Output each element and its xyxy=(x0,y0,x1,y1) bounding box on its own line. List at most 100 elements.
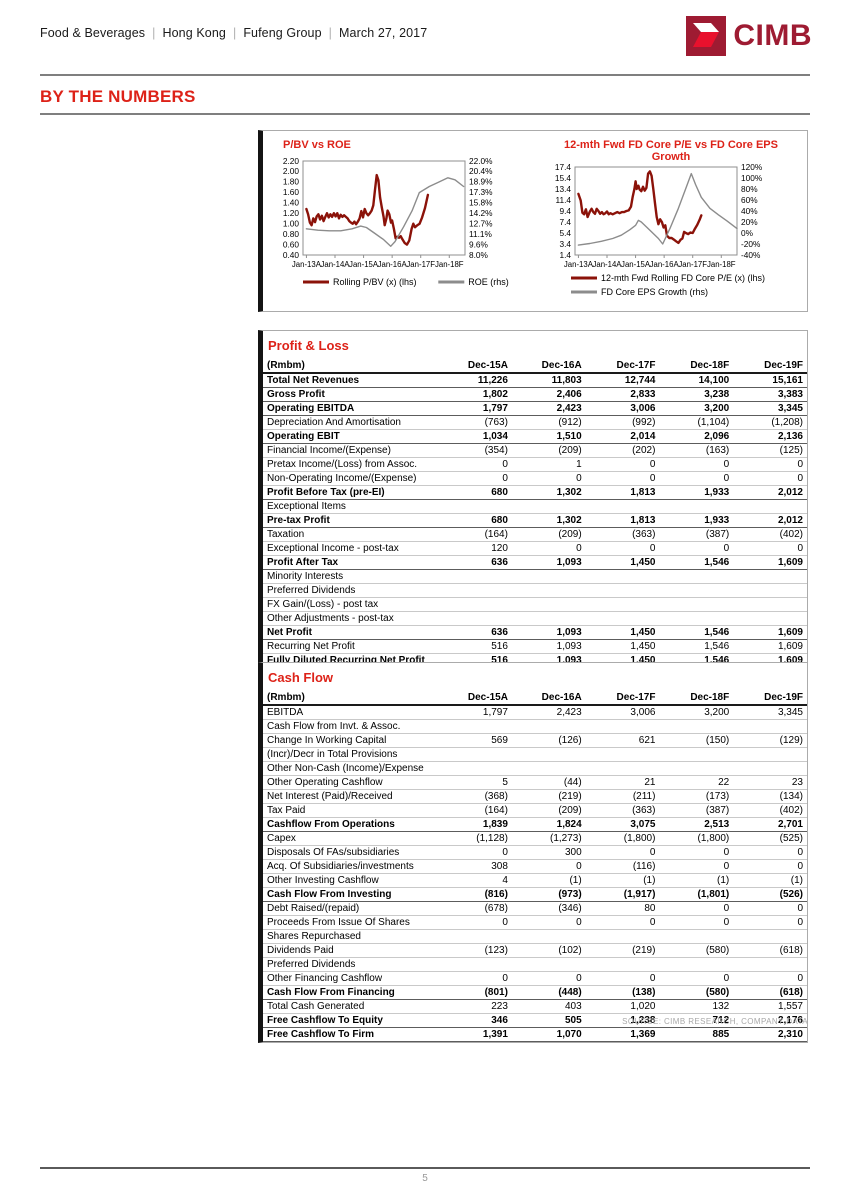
cell-value: 0 xyxy=(511,971,586,986)
cell-value: (387) xyxy=(659,527,734,542)
cell-value xyxy=(585,719,660,734)
cell-value: (1,128) xyxy=(438,831,512,846)
left-axis-tick: 1.20 xyxy=(283,208,300,218)
cell-value: 621 xyxy=(585,733,660,748)
cell-value: 1,450 xyxy=(585,555,660,570)
cell-value xyxy=(438,957,512,972)
cell-value: (209) xyxy=(511,803,586,818)
cell-value xyxy=(659,597,734,612)
cell-value: (173) xyxy=(659,789,734,804)
row-label: Total Cash Generated xyxy=(263,999,439,1014)
cell-value: (126) xyxy=(511,733,586,748)
chart-title: P/BV vs ROE xyxy=(283,139,351,151)
right-axis-tick: 17.3% xyxy=(469,187,493,197)
table-row: Operating EBIT 1,034 1,510 2,014 2,096 2,136 xyxy=(263,429,807,444)
cell-value: 0 xyxy=(585,471,660,486)
cell-value: 3,200 xyxy=(659,705,734,720)
source-note: SOURCE: CIMB RESEARCH, COMPANY DATA xyxy=(622,1017,808,1026)
table-row: Other Non-Cash (Income)/Expense xyxy=(263,761,807,776)
cell-value: (129) xyxy=(733,733,807,748)
cell-value xyxy=(659,929,734,944)
cell-value: 2,406 xyxy=(511,387,586,402)
cell-value: (1,208) xyxy=(733,415,807,430)
row-label: Gross Profit xyxy=(263,387,439,402)
cell-value: 2,012 xyxy=(733,513,807,528)
column-header: Dec-17F xyxy=(585,691,660,706)
cell-value xyxy=(659,719,734,734)
cell-value xyxy=(585,747,660,762)
cell-value: 0 xyxy=(511,915,586,930)
cell-value xyxy=(585,569,660,584)
cell-value: 1,839 xyxy=(438,817,512,832)
cell-value: (618) xyxy=(733,943,807,958)
table-row: Gross Profit 1,802 2,406 2,833 3,238 3,383 xyxy=(263,387,807,402)
cell-value: (973) xyxy=(511,887,586,902)
row-label: Other Operating Cashflow xyxy=(263,775,439,790)
cell-value xyxy=(585,957,660,972)
cell-value xyxy=(511,611,586,626)
cell-value xyxy=(733,611,807,626)
cell-value xyxy=(511,761,586,776)
table-row: Debt Raised/(repaid) (678) (346) 80 0 0 xyxy=(263,901,807,916)
left-axis-tick: 1.4 xyxy=(559,250,571,260)
cell-value: (912) xyxy=(511,415,586,430)
row-label: Cash Flow from Invt. & Assoc. xyxy=(263,719,439,734)
row-label: Exceptional Income - post-tax xyxy=(263,541,439,556)
cell-value: (678) xyxy=(438,901,512,916)
cell-value: 0 xyxy=(511,859,586,874)
x-axis-tick: Jan-16A xyxy=(650,260,680,269)
table-row: Other Investing Cashflow 4 (1) (1) (1) (1) xyxy=(263,873,807,888)
cell-value: (219) xyxy=(511,789,586,804)
cell-value: 1,020 xyxy=(585,999,660,1014)
row-label: Financial Income/(Expense) xyxy=(263,443,439,458)
table-row: Profit Before Tax (pre-EI) 680 1,302 1,813 1… xyxy=(263,485,807,500)
cell-value: (816) xyxy=(438,887,512,902)
table-row: Cashflow From Operations 1,839 1,824 3,075 2… xyxy=(263,817,807,832)
table-row: EBITDA 1,797 2,423 3,006 3,200 3,345 xyxy=(263,705,807,720)
table-row: Change In Working Capital 569 (126) 621 (150… xyxy=(263,733,807,748)
cell-value: 2,423 xyxy=(511,705,586,720)
cell-value xyxy=(438,583,512,598)
cell-value: (1,917) xyxy=(585,887,660,902)
page-header: Food & Beverages | Hong Kong | Fufeng Group |… xyxy=(40,16,812,56)
cell-value: (123) xyxy=(438,943,512,958)
cell-value: 1,450 xyxy=(585,625,660,640)
cell-value: (1,273) xyxy=(511,831,586,846)
cell-value: (580) xyxy=(659,943,734,958)
table-row: Cash Flow from Invt. & Assoc. xyxy=(263,719,807,734)
cimb-logo: CIMB xyxy=(686,16,812,56)
cell-value: (363) xyxy=(585,527,660,542)
row-label: Profit Before Tax (pre-EI) xyxy=(263,485,439,500)
cell-value xyxy=(511,583,586,598)
row-label: Exceptional Items xyxy=(263,499,439,514)
left-axis-tick: 0.40 xyxy=(283,250,300,260)
unit-header: (Rmbm) xyxy=(263,359,439,374)
cell-value: 2,012 xyxy=(733,485,807,500)
x-axis-tick: Jan-17F xyxy=(406,260,435,269)
row-label: Preferred Dividends xyxy=(263,957,439,972)
cell-value: (346) xyxy=(511,901,586,916)
cell-value: (125) xyxy=(733,443,807,458)
cell-value: (1) xyxy=(733,873,807,888)
cell-value: 3,006 xyxy=(585,401,660,416)
cell-value xyxy=(733,569,807,584)
breadcrumb-date: March 27, 2017 xyxy=(339,26,428,40)
cell-value: 0 xyxy=(438,971,512,986)
table-row: Recurring Net Profit 516 1,093 1,450 1,546 1,… xyxy=(263,639,807,654)
table-row: Exceptional Items xyxy=(263,499,807,514)
cell-value: 3,345 xyxy=(733,705,807,720)
table-row: Operating EBITDA 1,797 2,423 3,006 3,200 3,34… xyxy=(263,401,807,416)
column-header: Dec-19F xyxy=(733,691,807,706)
right-axis-tick: -40% xyxy=(741,250,761,260)
cell-value: (368) xyxy=(438,789,512,804)
cash-flow-table: (Rmbm) Dec-15A Dec-16A Dec-17F Dec-18F Dec-19… xyxy=(263,691,807,1042)
cell-value: 1,824 xyxy=(511,817,586,832)
cell-value: 0 xyxy=(585,541,660,556)
breadcrumb-separator: | xyxy=(152,26,156,40)
cell-value: (209) xyxy=(511,527,586,542)
row-label: Proceeds From Issue Of Shares xyxy=(263,915,439,930)
cell-value xyxy=(659,583,734,598)
breadcrumb-sector: Food & Beverages xyxy=(40,26,146,40)
cell-value xyxy=(733,929,807,944)
cell-value: 0 xyxy=(585,457,660,472)
